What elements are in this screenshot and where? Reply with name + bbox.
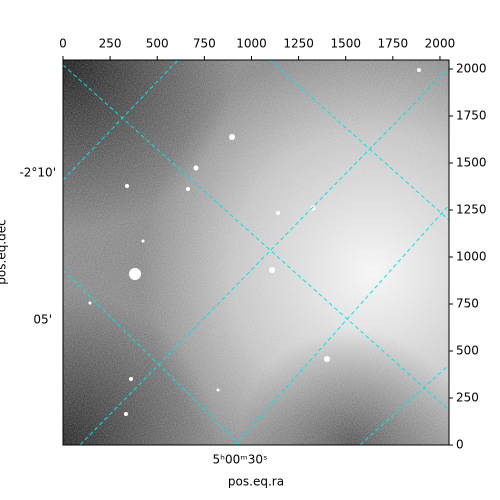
x-tick-label: 1750 <box>378 37 409 51</box>
y-tick-label: 750 <box>456 297 479 311</box>
y-tick-label: 1000 <box>456 250 487 264</box>
x-tick-label: 1250 <box>283 37 314 51</box>
x-tick-label: 1500 <box>330 37 361 51</box>
dec-label: 05' <box>33 313 52 327</box>
x-tick-label: 2000 <box>425 37 456 51</box>
dec-label: -2°10' <box>19 166 56 180</box>
y-tick-label: 2000 <box>456 62 487 76</box>
y-tick-label: 250 <box>456 391 479 405</box>
y-tick-label: 1750 <box>456 109 487 123</box>
y-tick-label: 500 <box>456 344 479 358</box>
sky-image <box>63 60 449 445</box>
y-axis-label: pos.eq.dec <box>0 219 9 284</box>
x-tick-label: 750 <box>193 37 216 51</box>
x-axis-label: pos.eq.ra <box>228 475 284 489</box>
ra-label: 5ʰ00ᵐ30ˢ <box>213 453 268 467</box>
frame <box>62 59 450 446</box>
x-tick-label: 0 <box>59 37 67 51</box>
x-tick-label: 250 <box>99 37 122 51</box>
coordinate-grid <box>63 60 449 445</box>
x-tick-label: 500 <box>146 37 169 51</box>
x-tick-label: 1000 <box>236 37 267 51</box>
y-tick-label: 1250 <box>456 203 487 217</box>
stars <box>88 68 421 416</box>
y-tick-label: 0 <box>456 438 464 452</box>
y-tick-label: 1500 <box>456 156 487 170</box>
